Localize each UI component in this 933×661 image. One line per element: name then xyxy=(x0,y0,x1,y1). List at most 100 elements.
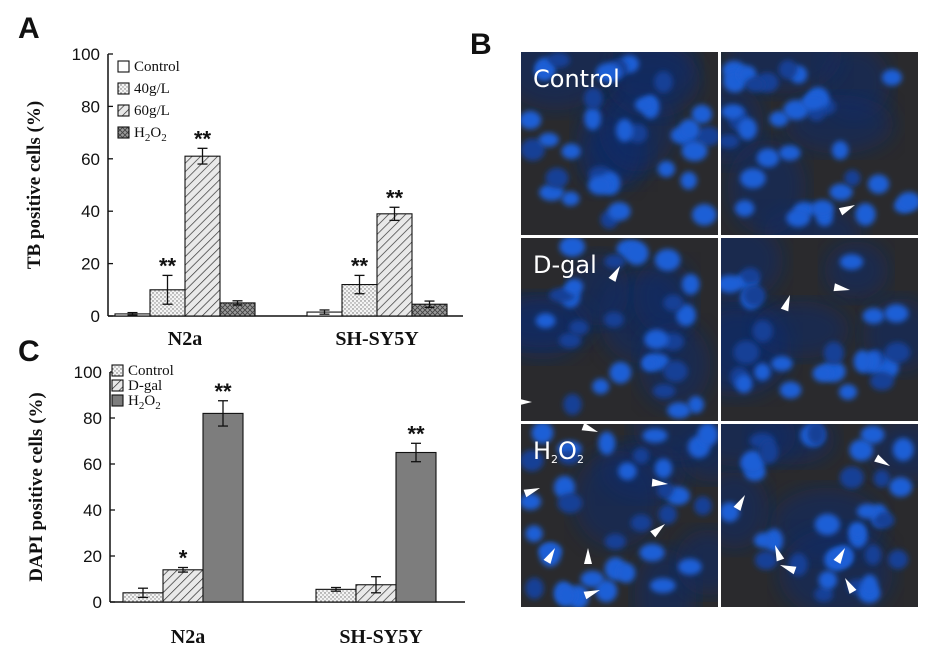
nucleus xyxy=(861,574,878,597)
nucleus xyxy=(558,450,580,465)
arrowhead-marker xyxy=(833,283,850,292)
micrograph-row-label: D-gal xyxy=(533,251,597,279)
chart-c-legend-label: H2O2 xyxy=(128,393,161,412)
nucleus xyxy=(604,254,626,269)
nucleus xyxy=(618,462,637,481)
nucleus xyxy=(607,202,631,221)
chart-c-y-axis-label: DAPI positive cells (%) xyxy=(26,392,47,581)
chart-a-significance-mark: ** xyxy=(159,253,177,278)
nucleus xyxy=(687,396,704,414)
nucleus xyxy=(678,118,700,140)
panel-letter-a: A xyxy=(18,12,40,45)
nucleus xyxy=(695,126,718,147)
chart-c-bar xyxy=(162,569,204,603)
nucleus xyxy=(892,438,914,461)
nucleus xyxy=(860,425,885,444)
nucleus xyxy=(658,504,677,525)
chart-a-legend-label: H2O2 xyxy=(134,125,167,144)
nucleus xyxy=(881,69,902,86)
chart-c-legend-swatch xyxy=(111,394,124,407)
nucleus xyxy=(829,183,853,201)
nucleus xyxy=(867,174,890,194)
chart-a-legend-swatch xyxy=(117,82,130,95)
nucleus xyxy=(838,384,858,400)
nucleus xyxy=(557,493,583,514)
nucleus xyxy=(743,285,766,307)
chart-c-significance-mark: ** xyxy=(407,421,425,446)
nucleus xyxy=(535,62,553,80)
chart-a-y-tick-label: 60 xyxy=(81,150,100,169)
micrograph-row-label: H2O2 xyxy=(533,437,584,466)
nucleus xyxy=(525,577,544,600)
arrowhead-marker xyxy=(845,578,857,594)
nucleus xyxy=(818,570,838,590)
nucleus xyxy=(565,278,584,295)
nucleus xyxy=(691,204,717,226)
nucleus xyxy=(545,167,569,189)
chart-c-y-tick-label: 100 xyxy=(74,363,102,382)
nucleus xyxy=(693,496,712,516)
nucleus xyxy=(839,466,864,489)
chart-a-bar xyxy=(184,155,221,317)
micrograph-tile xyxy=(721,52,918,235)
arrowhead-marker xyxy=(780,295,790,312)
nucleus xyxy=(754,532,773,548)
nucleus-cluster-glow xyxy=(569,253,630,327)
nucleus xyxy=(839,254,864,270)
nucleus xyxy=(644,329,669,350)
nucleus-cluster-glow xyxy=(824,241,889,300)
nucleus xyxy=(587,175,612,195)
nucleus xyxy=(624,241,649,266)
chart-c-bar xyxy=(202,412,244,603)
nucleus xyxy=(663,294,684,312)
nucleus xyxy=(667,402,691,419)
chart-c-significance-mark: * xyxy=(179,546,188,571)
nucleus xyxy=(663,360,688,383)
nucleus xyxy=(884,304,909,323)
nucleus xyxy=(584,106,602,131)
nucleus xyxy=(721,134,740,149)
chart-a-y-tick-label: 0 xyxy=(91,307,100,326)
chart-a-y-tick-label: 100 xyxy=(72,45,100,64)
nucleus xyxy=(764,528,784,553)
nucleus xyxy=(559,238,586,257)
nucleus xyxy=(745,77,765,93)
nucleus xyxy=(733,340,760,365)
nucleus xyxy=(812,365,833,382)
nucleus xyxy=(634,97,655,113)
nucleus xyxy=(888,549,909,570)
nucleus xyxy=(786,208,811,228)
chart-a-y-tick-label: 40 xyxy=(81,202,100,221)
panel-letter-b: B xyxy=(470,28,492,61)
chart-a-legend-swatch xyxy=(117,60,130,73)
nucleus xyxy=(609,361,632,384)
nucleus xyxy=(862,308,885,324)
micrograph-tile xyxy=(721,424,918,607)
nucleus xyxy=(769,111,789,127)
nucleus xyxy=(604,533,626,550)
micrograph-tile xyxy=(521,422,718,607)
arrowhead-marker xyxy=(581,422,598,432)
nucleus xyxy=(853,350,871,373)
nucleus xyxy=(521,138,545,161)
chart-a-legend-label: 40g/L xyxy=(134,81,170,97)
nucleus xyxy=(556,584,577,607)
micrograph-tile xyxy=(516,238,718,421)
arrowhead-marker xyxy=(516,398,532,406)
micrograph-tile xyxy=(721,238,918,421)
chart-c-y-tick-label: 20 xyxy=(83,547,102,566)
nucleus xyxy=(756,148,780,168)
nucleus xyxy=(680,171,697,190)
nucleus xyxy=(740,267,761,285)
nucleus xyxy=(735,374,753,394)
chart-c-category-label: SH-SY5Y xyxy=(339,626,423,648)
nucleus xyxy=(814,586,834,602)
chart-c-legend-swatch xyxy=(111,364,124,377)
chart-a-significance-mark: ** xyxy=(351,253,369,278)
chart-a-y-tick-label: 20 xyxy=(81,255,100,274)
nucleus xyxy=(869,371,894,391)
arrowhead-marker xyxy=(543,548,555,564)
nucleus xyxy=(754,550,778,570)
nucleus-cluster-glow xyxy=(751,301,850,359)
chart-c-category-label: N2a xyxy=(171,626,205,648)
